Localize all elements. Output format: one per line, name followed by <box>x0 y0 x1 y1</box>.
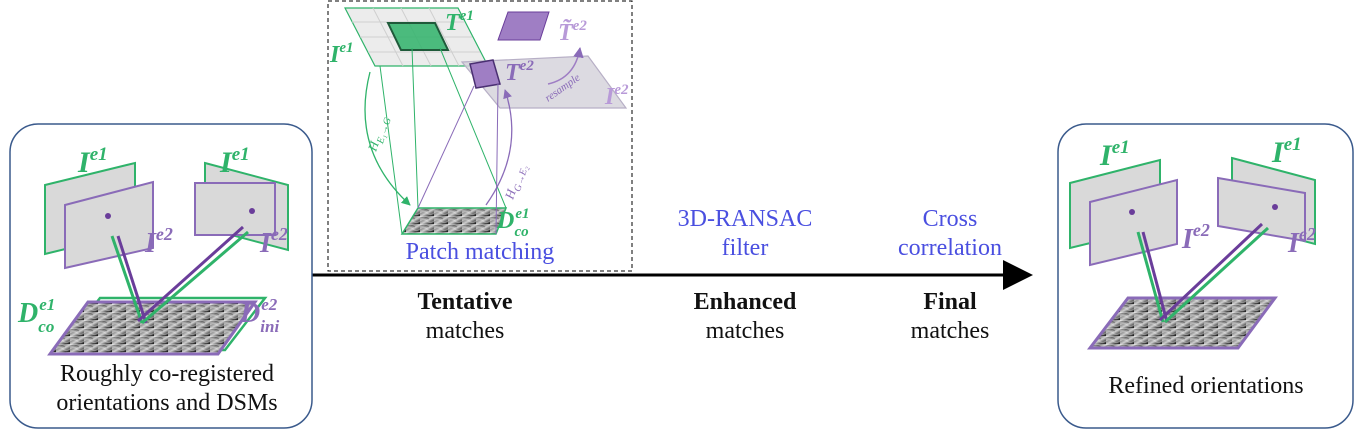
left-label-ie1-b: Ie1 <box>219 144 250 179</box>
right-caption: Refined orientations <box>1108 373 1304 399</box>
left-label-dco: De1 co <box>17 295 55 336</box>
right-panel-frame <box>1057 123 1354 429</box>
patch-label-tresampled: T̃e2 <box>558 18 587 46</box>
h-g-e2-arrow <box>485 89 513 206</box>
patch-dsm <box>400 207 508 235</box>
step-cc-line2: correlation <box>898 234 1002 261</box>
right-image-e2-a <box>1089 178 1178 267</box>
left-label-ie1-a: Ie1 <box>77 144 108 179</box>
left-label-ie2-b: Ie2 <box>259 224 288 259</box>
stage-enhanced: Enhanced matches <box>665 288 825 346</box>
patch-label-ie1: Ie1 <box>329 40 354 68</box>
left-image-e2-b <box>194 182 276 236</box>
step-cc-line1: Cross <box>922 206 978 232</box>
left-caption-line1: Roughly co-registered <box>60 361 274 387</box>
left-caption: Roughly co-registered orientations and D… <box>22 360 312 418</box>
h-e1-g-arrow <box>364 71 411 206</box>
patch-label-dco: De1 co <box>496 206 530 240</box>
right-label-ie1-a: Ie1 <box>1099 137 1130 172</box>
patch-caption: Patch matching <box>405 239 555 265</box>
stage-final: Final matches <box>870 288 1030 346</box>
left-ray-purple-b <box>136 225 245 323</box>
patch-template-e2 <box>469 59 501 89</box>
left-label-dini: De2 ini <box>239 295 279 336</box>
step-ransac-line2: filter <box>721 234 769 261</box>
left-label-ie2-a: Ie2 <box>144 224 173 259</box>
stage-final-bold: Final <box>923 289 977 315</box>
right-image-center-a <box>1129 209 1135 215</box>
left-image-center-b <box>249 208 255 214</box>
right-dsm <box>1086 296 1278 350</box>
right-ray-purple-b <box>1158 222 1264 322</box>
stage-enhanced-rest: matches <box>705 317 785 344</box>
step-ransac-line1: 3D-RANSAC <box>677 206 813 232</box>
left-image-e2-a <box>64 180 154 270</box>
left-ray-green-a <box>110 235 144 324</box>
stage-final-rest: matches <box>910 317 990 344</box>
patch-template-e1 <box>386 22 450 51</box>
patch-projection-green <box>379 47 507 235</box>
step-cross-correlation: Cross correlation <box>860 205 1040 263</box>
patch-template-resampled <box>497 11 550 41</box>
right-label-ie2-b: Ie2 <box>1287 224 1316 259</box>
stage-enhanced-bold: Enhanced <box>693 289 797 315</box>
patch-label-te1: Te1 <box>445 8 474 36</box>
stage-tentative: Tentative matches <box>390 288 540 346</box>
right-label-ie2-a: Ie2 <box>1181 220 1210 255</box>
resample-arrow <box>547 46 584 85</box>
right-panel: Ie1 Ie1 Ie2 Ie2 <box>1057 123 1354 429</box>
left-dsm-ini <box>47 300 258 356</box>
patch-image-e2 <box>460 55 628 109</box>
patch-label-ie2: Ie2 <box>604 82 629 110</box>
left-panel: Ie1 Ie1 Ie2 Ie2 De1 co De2 ini <box>9 123 313 429</box>
left-caption-line2: orientations and DSMs <box>56 389 278 416</box>
right-image-center-b <box>1272 204 1278 210</box>
left-image-center-a <box>105 213 111 219</box>
right-label-ie1-b: Ie1 <box>1271 134 1302 169</box>
stage-tentative-rest: matches <box>425 317 505 344</box>
right-ray-purple-a <box>1141 231 1169 323</box>
left-panel-frame <box>9 123 313 429</box>
right-image-e2-b <box>1217 176 1306 243</box>
left-ray-green-b <box>141 230 249 325</box>
stage-tentative-bold: Tentative <box>417 289 513 315</box>
step-ransac: 3D-RANSAC filter <box>650 205 840 263</box>
left-ray-purple-a <box>116 235 148 324</box>
right-ray-green-a <box>1136 231 1165 323</box>
patch-panel: Ie1 Te1 T̃e2 Te2 Ie2 resample HE₁→G HG→E… <box>327 0 633 272</box>
patch-projection-purple <box>417 83 499 235</box>
right-ray-green-b <box>1163 226 1270 324</box>
patch-label-te2: Te2 <box>505 58 534 86</box>
